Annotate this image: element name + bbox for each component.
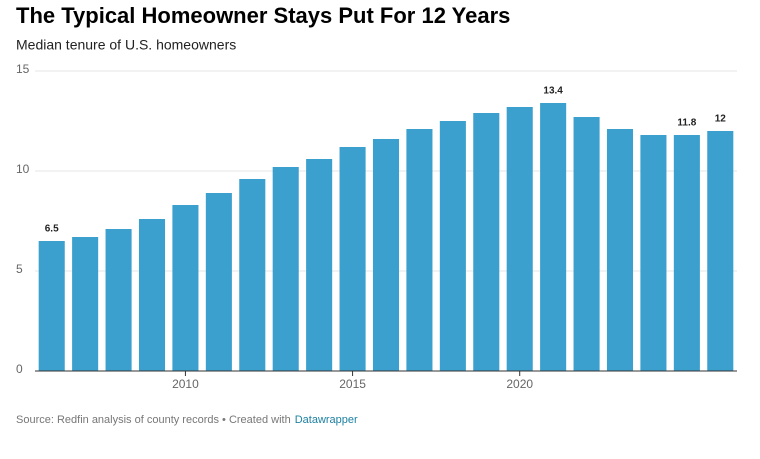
bar	[406, 129, 433, 371]
bar	[172, 205, 199, 371]
x-tick-label: 2010	[172, 377, 199, 391]
bar	[105, 229, 132, 371]
bar	[439, 121, 466, 371]
x-tick-label: 2020	[506, 377, 533, 391]
bar	[38, 241, 65, 371]
bar	[606, 129, 634, 371]
bar	[673, 135, 700, 371]
y-tick-label: 0	[16, 362, 23, 376]
bar	[72, 237, 99, 371]
y-tick-label: 10	[16, 162, 30, 176]
bar	[707, 131, 734, 371]
value-label: 6.5	[45, 224, 59, 235]
value-label: 13.4	[543, 86, 563, 97]
credit-link[interactable]: Datawrapper	[295, 414, 358, 426]
bar	[205, 193, 232, 371]
bar	[306, 159, 333, 371]
bar	[473, 113, 500, 371]
x-tick-label: 2015	[339, 377, 366, 391]
chart-title: The Typical Homeowner Stays Put For 12 Y…	[16, 3, 510, 28]
bar	[372, 139, 400, 371]
source-note: Source: Redfin analysis of county record…	[16, 414, 291, 426]
bar	[540, 103, 567, 371]
bar	[239, 179, 266, 371]
y-tick-label: 5	[16, 262, 23, 276]
bar	[640, 135, 667, 371]
y-tick-label: 15	[16, 62, 30, 76]
value-label: 12	[715, 114, 727, 125]
bar	[506, 107, 533, 371]
bar	[138, 219, 166, 371]
value-label: 11.8	[677, 118, 696, 129]
bar	[272, 167, 299, 371]
chart-subtitle: Median tenure of U.S. homeowners	[16, 37, 236, 53]
bar	[573, 117, 600, 371]
bar	[339, 147, 366, 371]
